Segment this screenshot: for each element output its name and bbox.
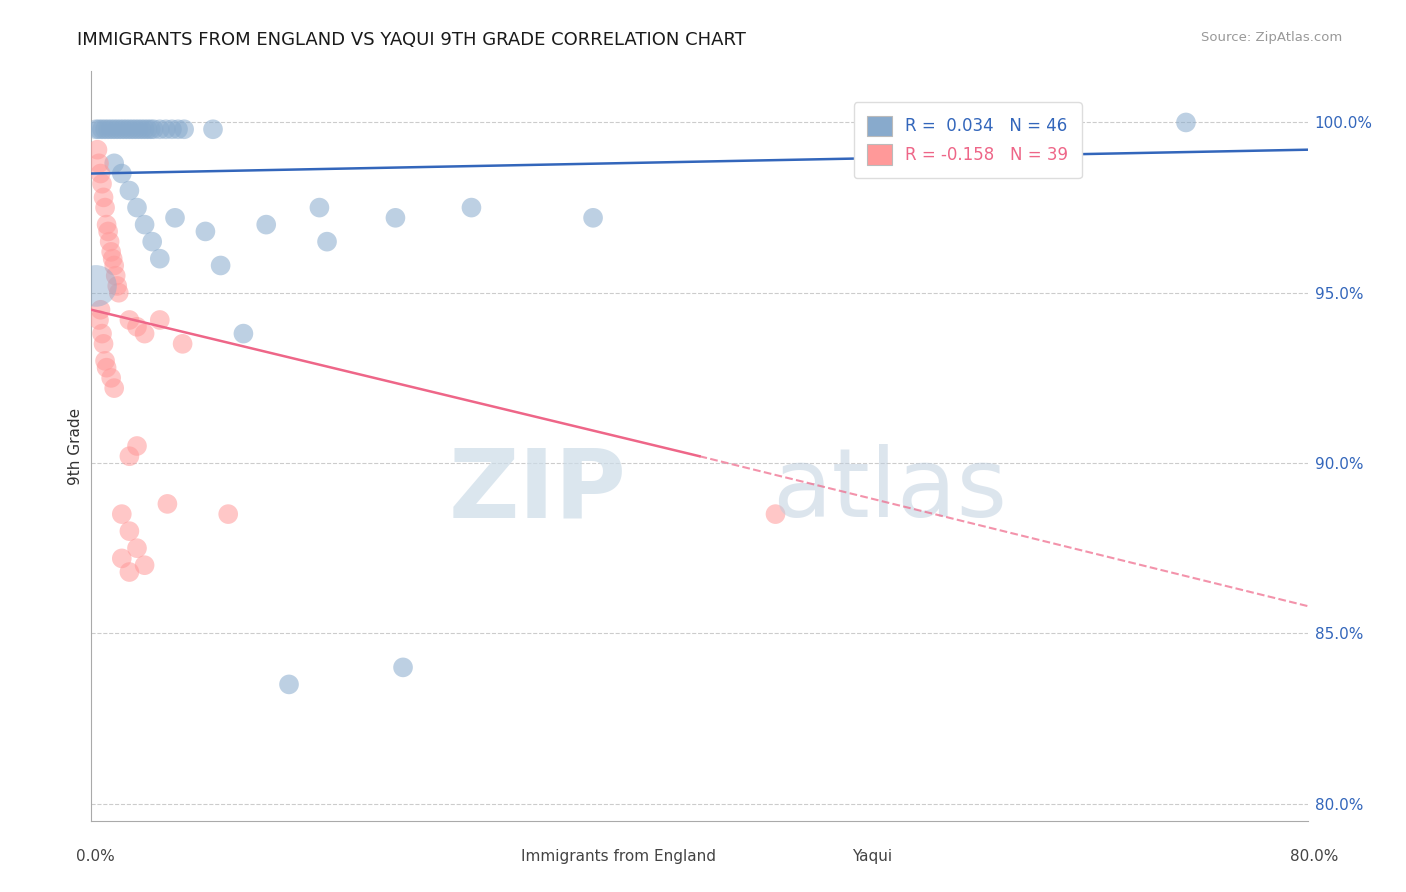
Point <box>94 122 117 136</box>
Point <box>118 184 141 198</box>
Point <box>111 167 134 181</box>
Point <box>160 122 183 136</box>
Point <box>134 558 156 573</box>
Point <box>84 122 107 136</box>
Point <box>103 259 125 273</box>
Point <box>139 122 162 136</box>
Point <box>142 122 165 136</box>
Point <box>131 122 153 136</box>
Point <box>232 326 254 341</box>
Point <box>392 660 415 674</box>
Point <box>155 122 177 136</box>
Point <box>125 541 148 556</box>
Point <box>149 313 172 327</box>
Point <box>1175 115 1198 129</box>
Point <box>107 285 129 300</box>
Point <box>84 279 107 293</box>
Point <box>93 336 115 351</box>
Point <box>384 211 406 225</box>
Point <box>134 122 156 136</box>
Point <box>89 302 111 317</box>
Point <box>86 143 108 157</box>
Point <box>460 201 482 215</box>
Point <box>118 524 141 538</box>
Text: 0.0%: 0.0% <box>76 849 115 863</box>
Text: ZIP: ZIP <box>449 444 627 538</box>
Point <box>100 371 122 385</box>
Point <box>765 507 787 521</box>
Point <box>202 122 225 136</box>
Point <box>111 507 134 521</box>
Y-axis label: 9th Grade: 9th Grade <box>67 408 83 484</box>
Text: 80.0%: 80.0% <box>1291 849 1339 863</box>
Point <box>149 252 172 266</box>
Point <box>91 326 114 341</box>
Point <box>125 439 148 453</box>
Point <box>149 122 172 136</box>
Point <box>94 201 117 215</box>
Point <box>308 201 330 215</box>
Point <box>134 218 156 232</box>
Point <box>128 122 150 136</box>
Point <box>91 122 114 136</box>
Point <box>209 259 232 273</box>
Point <box>254 218 277 232</box>
Point <box>94 354 117 368</box>
Point <box>118 565 141 579</box>
Text: Source: ZipAtlas.com: Source: ZipAtlas.com <box>1202 31 1343 45</box>
Point <box>582 211 605 225</box>
Point <box>118 313 141 327</box>
Point <box>91 177 114 191</box>
Point <box>93 190 115 204</box>
Point <box>134 326 156 341</box>
Point <box>136 122 159 136</box>
Point <box>141 235 163 249</box>
Text: Yaqui: Yaqui <box>852 849 891 863</box>
Point <box>103 381 125 395</box>
Point <box>278 677 301 691</box>
Text: IMMIGRANTS FROM ENGLAND VS YAQUI 9TH GRADE CORRELATION CHART: IMMIGRANTS FROM ENGLAND VS YAQUI 9TH GRA… <box>77 31 747 49</box>
Legend: R =  0.034   N = 46, R = -0.158   N = 39: R = 0.034 N = 46, R = -0.158 N = 39 <box>853 103 1081 178</box>
Point <box>115 122 138 136</box>
Point <box>173 122 195 136</box>
Point <box>97 122 120 136</box>
Point <box>121 122 143 136</box>
Point <box>111 551 134 566</box>
Point <box>194 224 217 238</box>
Point <box>103 156 125 170</box>
Point <box>167 122 190 136</box>
Point <box>96 218 118 232</box>
Point <box>96 360 118 375</box>
Point <box>112 122 135 136</box>
Point <box>110 122 132 136</box>
Text: Immigrants from England: Immigrants from England <box>522 849 716 863</box>
Point <box>97 224 120 238</box>
Point <box>101 252 124 266</box>
Point <box>125 201 148 215</box>
Point <box>87 122 110 136</box>
Point <box>172 336 194 351</box>
Point <box>100 244 122 259</box>
Point <box>217 507 239 521</box>
Point <box>156 497 179 511</box>
Point <box>89 167 111 181</box>
Point <box>316 235 339 249</box>
Point <box>103 122 125 136</box>
Point <box>87 156 110 170</box>
Point <box>104 268 127 283</box>
Text: atlas: atlas <box>772 444 1008 538</box>
Point <box>87 313 110 327</box>
Point <box>100 122 122 136</box>
Point <box>118 449 141 463</box>
Point <box>124 122 146 136</box>
Point <box>118 122 141 136</box>
Point <box>98 235 121 249</box>
Point <box>125 319 148 334</box>
Point <box>163 211 186 225</box>
Point <box>105 279 128 293</box>
Point <box>105 122 128 136</box>
